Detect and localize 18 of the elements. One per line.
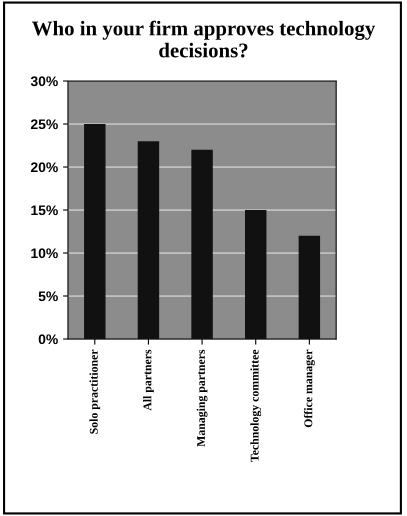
y-tick-label: 0%	[38, 334, 58, 344]
x-tick-label: All partners	[143, 350, 154, 411]
bar	[298, 236, 320, 340]
x-tick-label: Office manager	[304, 350, 315, 428]
y-tick-label: 15%	[31, 205, 58, 216]
y-tick-label: 25%	[30, 119, 58, 130]
x-tick-label: Managing partners	[196, 350, 208, 447]
chart-title: Who in your firm approves technology decisions?	[32, 20, 376, 58]
x-tick-label: Technology committee	[250, 350, 262, 462]
y-tick-label: 30%	[30, 76, 58, 86]
bar	[84, 124, 106, 340]
y-tick-label: 5%	[38, 291, 58, 302]
bar	[244, 210, 266, 340]
bar	[191, 150, 213, 340]
x-tick-label: Solo practitioner	[89, 350, 100, 434]
bar	[138, 141, 160, 340]
y-tick-label: 10%	[31, 248, 58, 258]
y-tick-label: 20%	[30, 162, 58, 172]
